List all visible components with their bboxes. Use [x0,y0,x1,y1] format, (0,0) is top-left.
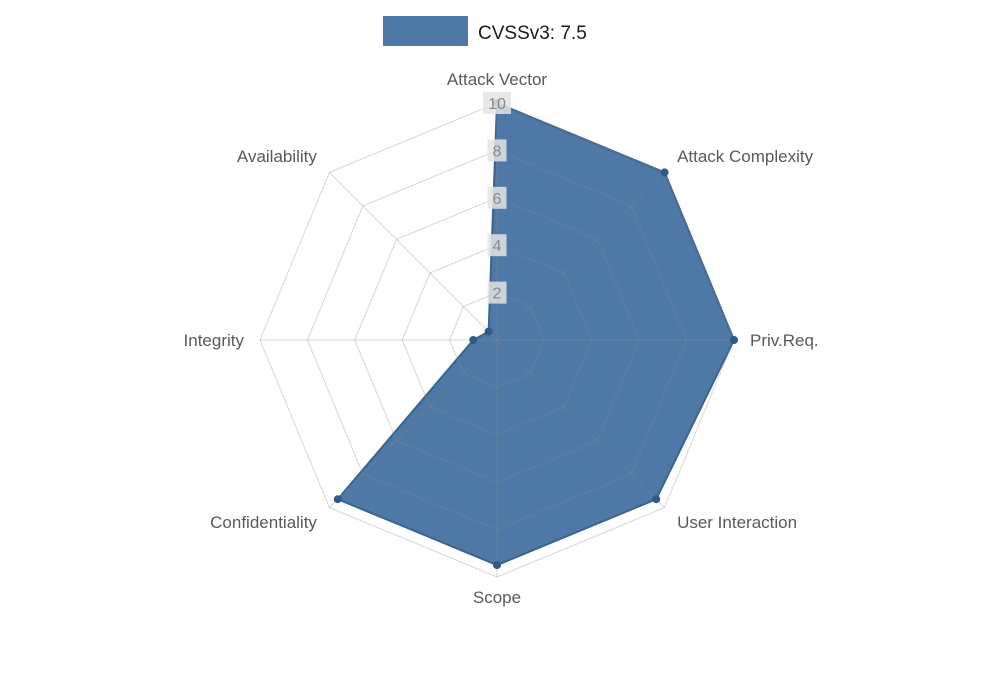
axis-label-integrity: Integrity [184,331,245,350]
vertex-marker [484,327,493,336]
tick-label: 8 [493,143,502,160]
tick-label: 4 [493,238,502,255]
vertex-marker [660,168,669,177]
grid-spoke [329,172,498,341]
tick-label-bg [487,281,507,304]
legend-swatch [383,16,468,46]
tick-label-bg [487,139,507,162]
tick-label: 2 [493,286,502,303]
tick-label-bg [487,234,507,257]
legend-label: CVSSv3: 7.5 [478,23,587,44]
grid-ring [354,197,640,483]
vertex-marker [333,495,342,504]
tick-label-bg [487,186,507,209]
tick-label: 10 [488,96,506,113]
vertex-marker [469,336,478,344]
axis-label-priv-req: Priv.Req. [750,331,819,350]
grid-ring [259,102,735,578]
grid-ring [401,244,593,436]
vertex-marker [493,561,501,570]
grid-spoke [496,172,665,341]
axis-label-user-interaction: User Interaction [677,513,797,532]
axis-label-attack-complexity: Attack Complexity [677,147,814,166]
data-polygon [336,102,735,567]
grid-spoke [329,339,498,508]
tick-label: 6 [493,191,502,208]
vertex-marker [730,336,738,344]
axis-label-confidentiality: Confidentiality [210,513,317,532]
axis-label-scope: Scope [473,588,521,607]
vertex-marker [652,495,661,504]
grid-ring [306,149,688,531]
grid-spoke [496,339,665,508]
axis-label-attack-vector: Attack Vector [447,70,547,89]
tick-label-bg [483,92,511,114]
axis-label-availability: Availability [237,147,318,166]
grid-ring [449,292,545,388]
